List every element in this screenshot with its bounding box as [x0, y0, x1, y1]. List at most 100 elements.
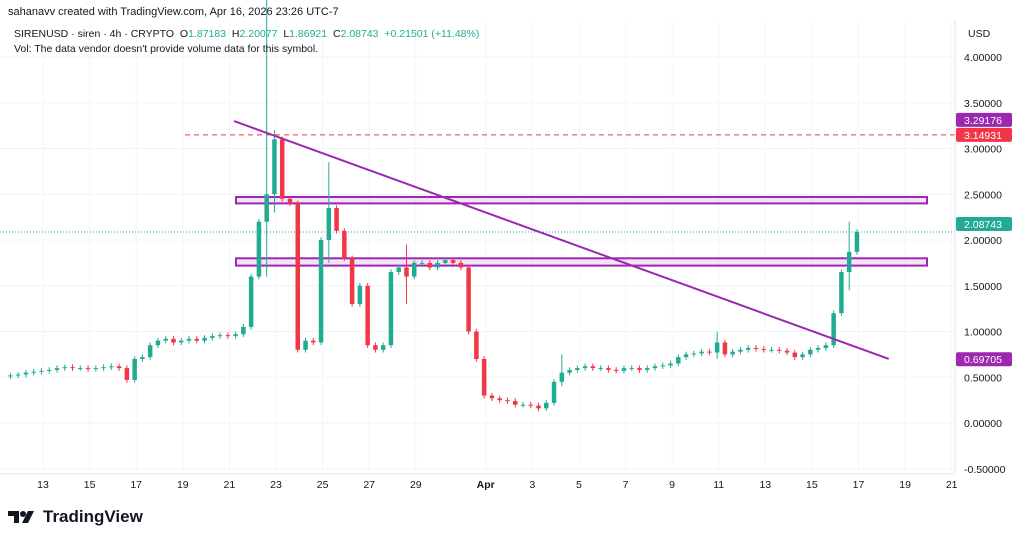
candle-body — [155, 340, 161, 346]
trendline — [233, 120, 890, 360]
candle-body — [839, 272, 844, 314]
price-axis[interactable]: 4.00000 3.50000 3.00000 2.50000 2.00000 1.500… — [964, 52, 1006, 476]
candle-body — [443, 260, 448, 263]
time-tick: 27 — [363, 479, 375, 491]
candle-body — [31, 371, 36, 373]
candle-body — [225, 335, 231, 337]
candle-body — [101, 367, 106, 369]
candle-body — [334, 207, 339, 231]
candle-body — [536, 405, 541, 409]
candle-body — [411, 262, 417, 277]
symbol-legend: SIRENUSD · siren · 4h · CRYPTO O1.87183 … — [14, 27, 479, 57]
candle-body — [730, 351, 735, 355]
price-tag-label: 3.29176 — [964, 115, 1002, 127]
candle-body — [171, 338, 176, 343]
candle-body — [831, 313, 836, 346]
candle-body — [738, 349, 743, 352]
volume-note: Vol: The data vendor doesn't provide vol… — [14, 43, 319, 55]
logo-text: TradingView — [43, 507, 143, 526]
candle-body — [217, 335, 223, 337]
candle-body — [676, 357, 681, 364]
price-tick: -0.50000 — [964, 464, 1006, 476]
candle-body — [62, 367, 67, 369]
time-tick: 9 — [669, 479, 675, 491]
candle-body — [342, 230, 347, 259]
candle-body — [93, 368, 99, 370]
candle-body — [761, 348, 766, 350]
low-label: L — [283, 28, 290, 40]
tradingview-logo[interactable]: TradingView — [8, 507, 143, 527]
candle-body — [23, 372, 29, 375]
candle-body — [194, 338, 200, 341]
candle-body — [808, 349, 813, 355]
currency-label: USD — [968, 28, 991, 40]
price-tag-bg — [956, 112, 1012, 127]
low-value: 1.86921 — [289, 28, 328, 40]
candle-body — [714, 342, 720, 353]
candle-body — [318, 240, 324, 343]
candle-body — [303, 340, 308, 350]
time-axis[interactable]: 13 15 17 19 21 23 25 27 29 Apr 3 5 7 9 11 13 15 17 19 21 — [37, 479, 958, 491]
candle-body — [784, 350, 790, 353]
candle-body — [551, 381, 557, 403]
candle-body — [520, 404, 526, 406]
candle-body — [598, 368, 603, 370]
time-tick: 15 — [806, 479, 818, 491]
candle-body — [186, 338, 192, 341]
price-tick: 0.50000 — [964, 372, 1002, 384]
candle-body — [70, 367, 75, 369]
time-tick: 23 — [270, 479, 282, 491]
candle-body — [373, 345, 378, 350]
candle-body — [823, 345, 829, 348]
candle-body — [660, 365, 666, 367]
ohlc-row: SIRENUSD · siren · 4h · CRYPTO O1.87183 … — [14, 27, 479, 42]
candle-body — [357, 285, 363, 305]
candle-body — [419, 262, 425, 264]
time-tick: Apr — [477, 479, 495, 491]
symbol-name[interactable]: SIRENUSD · siren · 4h · CRYPTO — [14, 28, 175, 40]
time-tick: 11 — [713, 479, 724, 491]
candle-body — [241, 326, 246, 335]
time-tick: 29 — [410, 479, 422, 491]
time-tick: 13 — [759, 479, 771, 491]
candle-body — [140, 357, 145, 359]
candle-body — [256, 221, 262, 277]
high-label: H — [231, 28, 240, 40]
trendline-layer — [233, 120, 890, 360]
close-value: 2.08743 — [340, 28, 379, 40]
candle-body — [311, 340, 316, 343]
candle-body — [699, 351, 704, 354]
candle-body — [388, 272, 394, 346]
candle-body — [272, 139, 277, 195]
candle-body — [396, 267, 401, 273]
candle-body — [544, 402, 549, 409]
candle-body — [458, 262, 464, 268]
candle-body — [326, 207, 332, 240]
candle-body — [295, 203, 300, 350]
candle-body — [800, 354, 805, 358]
candle-body — [210, 336, 215, 338]
price-tick: 2.00000 — [964, 235, 1002, 247]
candle-body — [365, 285, 370, 346]
candle-body — [854, 232, 860, 252]
drawings — [0, 134, 955, 267]
candle-body — [606, 368, 611, 370]
time-tick: 5 — [576, 479, 582, 491]
candle-body — [15, 374, 21, 376]
candle-body — [202, 337, 207, 341]
candle-body — [427, 262, 433, 268]
candle-body — [132, 358, 137, 380]
candle-body — [590, 366, 596, 369]
price-tags: 3.29176 3.14931 2.08743 0.69705 — [956, 112, 1012, 367]
candle-body — [380, 345, 386, 350]
price-tag-label: 2.08743 — [964, 219, 1002, 231]
candle-body — [528, 404, 533, 406]
candle-body — [46, 369, 52, 371]
candle-body — [404, 267, 409, 277]
time-tick: 19 — [177, 479, 189, 491]
candle-body — [78, 368, 83, 370]
price-tag-bg — [956, 217, 1012, 232]
price-tick: 1.00000 — [964, 327, 1002, 339]
time-tick: 25 — [317, 479, 329, 491]
